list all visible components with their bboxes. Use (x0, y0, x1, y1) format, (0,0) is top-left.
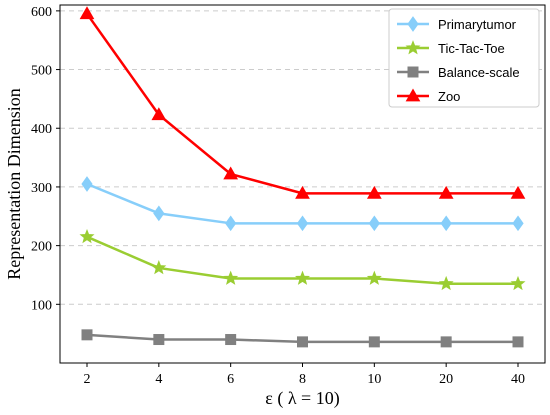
legend-marker (405, 40, 421, 55)
legend-item: Tic-Tac-Toe (397, 40, 505, 56)
data-point (79, 228, 95, 244)
x-tick-label: 6 (227, 372, 234, 387)
legend-marker (407, 66, 419, 78)
data-point (223, 270, 239, 285)
y-tick-label: 500 (31, 64, 52, 79)
series-tic-tac-toe (79, 228, 526, 291)
data-point (81, 176, 93, 192)
legend-label: Primarytumor (438, 17, 517, 32)
legend-item: Balance-scale (397, 65, 520, 80)
data-point (225, 215, 237, 232)
data-point (510, 275, 526, 291)
y-tick-label: 300 (31, 181, 52, 196)
legend: Primarytumor Tic-Tac-Toe Balance-scale Zoo (388, 8, 540, 108)
data-point (440, 336, 452, 348)
data-point (81, 329, 93, 341)
legend-marker (407, 16, 419, 32)
y-tick-label: 100 (31, 298, 52, 313)
series-balance-scale (81, 329, 524, 348)
x-tick-label: 2 (84, 372, 91, 387)
y-tick-label: 400 (31, 122, 52, 137)
x-tick-label: 40 (511, 372, 525, 387)
legend-label: Zoo (438, 89, 460, 104)
legend-label: Tic-Tac-Toe (438, 41, 505, 56)
data-point (151, 107, 167, 121)
data-point (510, 185, 526, 199)
data-point (79, 6, 95, 20)
series-zoo (79, 6, 526, 199)
data-point (368, 215, 380, 232)
data-point (297, 336, 308, 348)
x-tick-label: 8 (299, 372, 306, 387)
legend-label: Balance-scale (438, 65, 520, 80)
x-tick-label: 10 (367, 372, 381, 387)
y-tick-label: 200 (31, 240, 52, 255)
data-point (153, 205, 165, 222)
data-point (153, 334, 165, 346)
data-point (438, 185, 454, 199)
data-point (368, 336, 380, 348)
data-point (295, 270, 310, 285)
x-tick-label: 4 (155, 372, 162, 387)
data-point (151, 260, 167, 275)
x-tick-label: 20 (439, 372, 453, 387)
data-point (366, 270, 382, 285)
data-point (438, 275, 454, 291)
legend-item: Zoo (397, 88, 460, 104)
data-point (512, 336, 524, 348)
data-point (366, 185, 382, 199)
legend-marker (405, 88, 421, 102)
data-point (512, 215, 524, 232)
axis-ticks: 100 200 300 400 500 600 2 4 6 8 10 20 40 (31, 5, 525, 387)
data-point (296, 215, 309, 232)
data-point (295, 185, 310, 199)
series-primarytumor (81, 176, 524, 232)
legend-item: Primarytumor (397, 16, 517, 32)
y-tick-label: 600 (31, 5, 52, 20)
data-point (223, 166, 239, 180)
data-point (225, 334, 237, 346)
y-axis-title: Representation Dimension (4, 88, 24, 279)
legend-box (388, 8, 540, 108)
data-point (440, 215, 452, 232)
x-axis-title: ε ( λ = 10) (265, 388, 339, 409)
series-lines (79, 6, 526, 348)
